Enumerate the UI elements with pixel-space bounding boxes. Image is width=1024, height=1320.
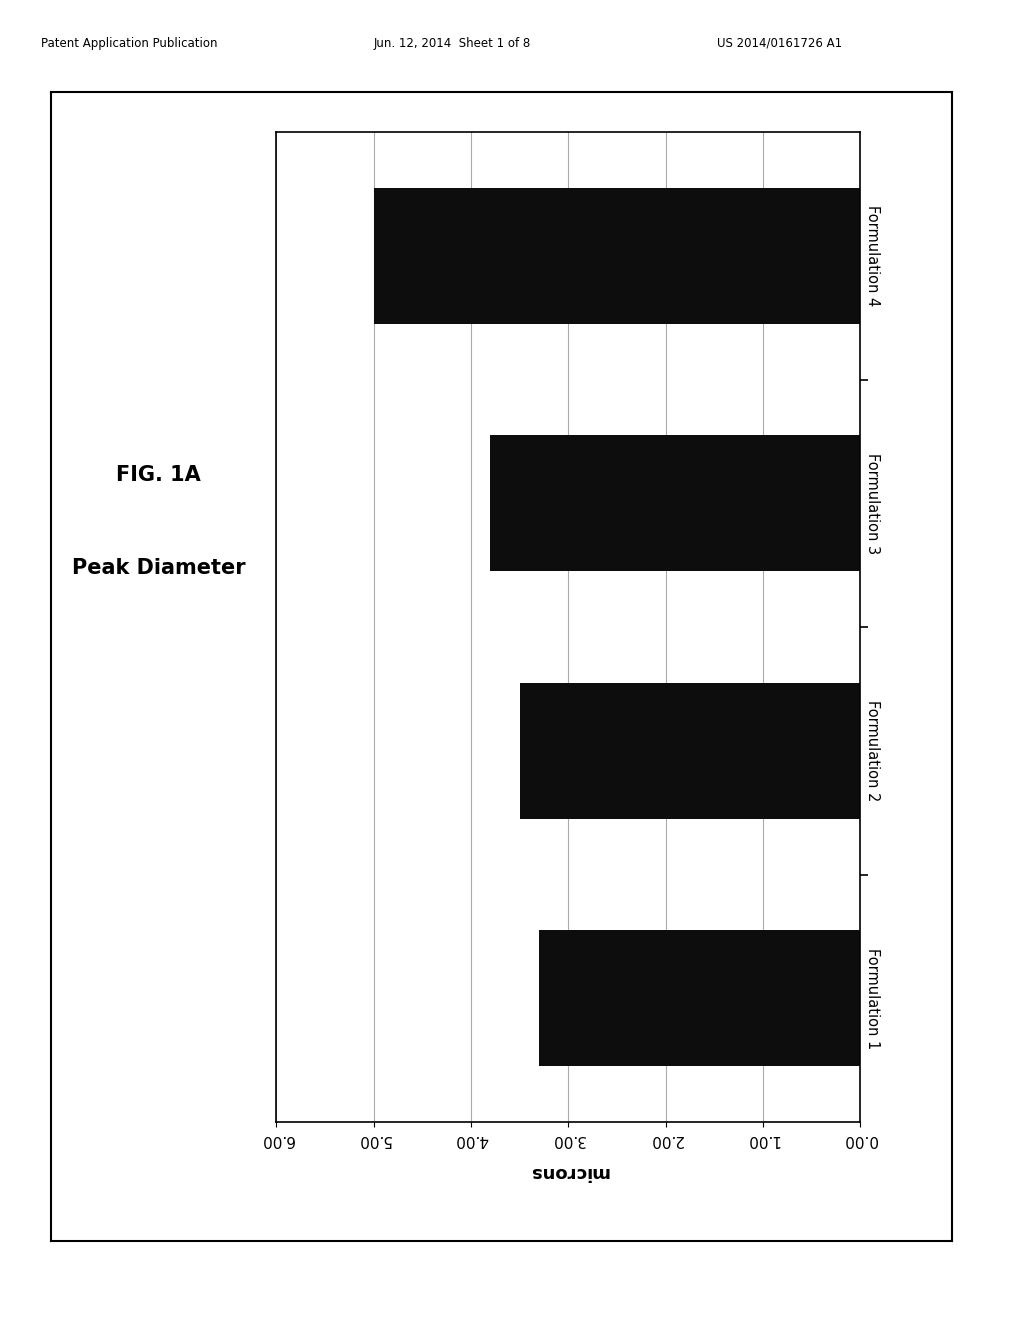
Text: FIG. 1A: FIG. 1A [117, 465, 201, 486]
Text: Jun. 12, 2014  Sheet 1 of 8: Jun. 12, 2014 Sheet 1 of 8 [374, 37, 531, 50]
Text: Formulation 4: Formulation 4 [865, 205, 881, 306]
Text: Formulation 3: Formulation 3 [865, 453, 881, 554]
Text: Peak Diameter: Peak Diameter [72, 557, 246, 578]
Bar [520, 682, 860, 818]
Text: Formulation 1: Formulation 1 [865, 948, 881, 1049]
Bar [539, 931, 860, 1067]
Text: Patent Application Publication: Patent Application Publication [41, 37, 217, 50]
Text: Formulation 2: Formulation 2 [865, 700, 881, 801]
Text: US 2014/0161726 A1: US 2014/0161726 A1 [717, 37, 842, 50]
Bar [490, 436, 860, 572]
Bar [374, 187, 860, 323]
X-axis label: microns: microns [528, 1163, 608, 1181]
